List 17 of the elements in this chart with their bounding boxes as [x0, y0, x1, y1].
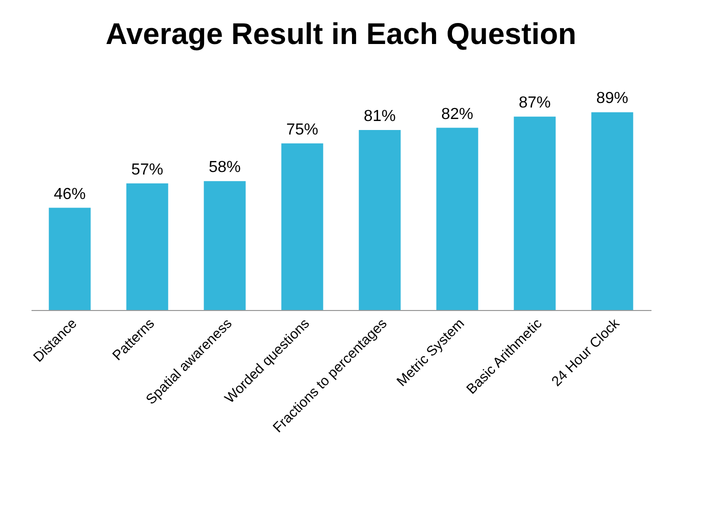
bar — [591, 112, 634, 310]
chart-title: Average Result in Each Question — [106, 18, 576, 52]
bar — [281, 143, 324, 310]
bar — [126, 183, 168, 310]
data-label: 87% — [518, 94, 551, 112]
bar — [436, 128, 478, 310]
data-label: 57% — [131, 161, 164, 178]
data-label: 82% — [441, 106, 474, 123]
data-label: 89% — [596, 90, 628, 108]
bar — [48, 208, 91, 310]
data-label: 75% — [286, 121, 318, 138]
bar — [358, 130, 401, 310]
data-label: 58% — [208, 159, 241, 176]
data-label: 46% — [54, 186, 86, 203]
bar — [204, 181, 246, 310]
bar — [514, 116, 556, 310]
data-label: 81% — [364, 108, 396, 125]
